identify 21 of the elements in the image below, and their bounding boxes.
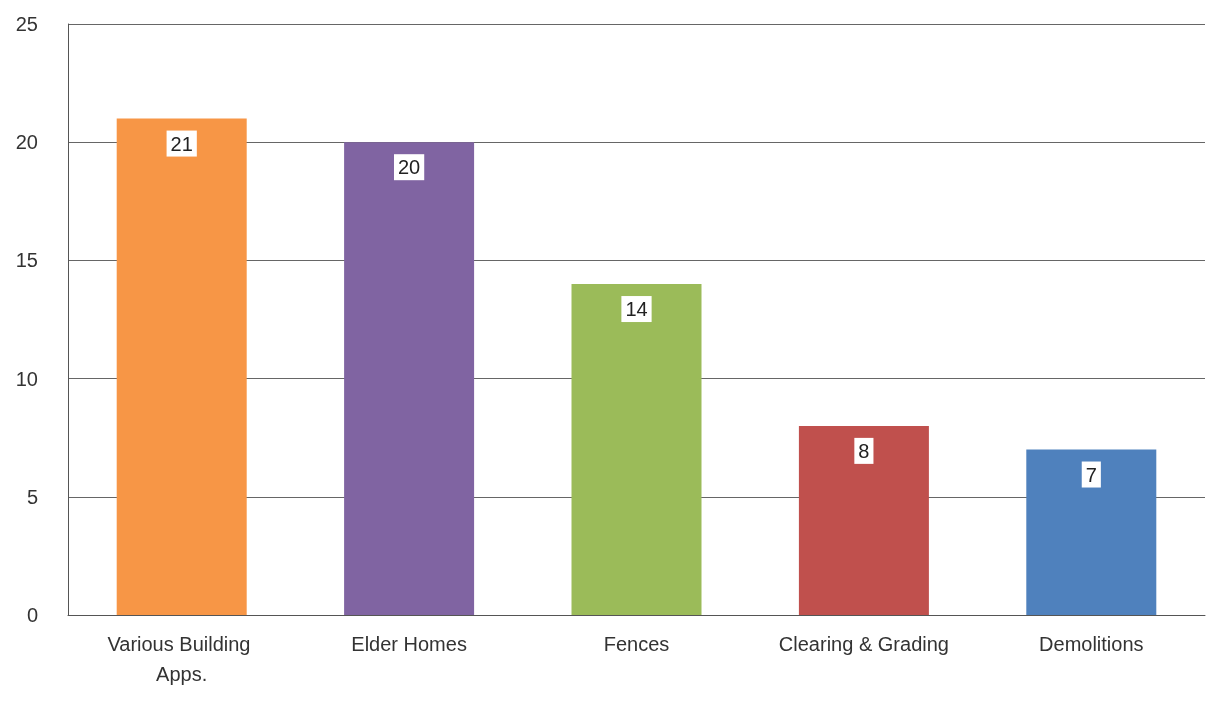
x-tick-label: Various Building Apps. bbox=[107, 633, 256, 685]
y-tick-label: 10 bbox=[15, 367, 38, 390]
data-label: 14 bbox=[625, 298, 648, 321]
x-tick-label: Fences bbox=[603, 633, 670, 655]
y-tick-label: 20 bbox=[15, 131, 38, 154]
x-tick-label: Elder Homes bbox=[351, 633, 467, 655]
y-tick-label: 5 bbox=[26, 485, 38, 508]
bar bbox=[116, 118, 247, 615]
x-tick-label: Clearing & Grading bbox=[778, 633, 949, 655]
bar bbox=[1026, 449, 1157, 615]
x-tick-label: Demolitions bbox=[1039, 633, 1144, 655]
data-label: 20 bbox=[397, 156, 421, 179]
data-label: 8 bbox=[858, 439, 870, 462]
bar bbox=[571, 284, 702, 615]
data-label: 7 bbox=[1085, 463, 1097, 486]
y-tick-label: 15 bbox=[15, 249, 38, 272]
bar bbox=[798, 425, 929, 615]
data-label: 21 bbox=[170, 132, 193, 155]
bar bbox=[344, 142, 475, 615]
y-tick-label: 0 bbox=[26, 604, 38, 626]
y-tick-label: 25 bbox=[15, 13, 38, 35]
